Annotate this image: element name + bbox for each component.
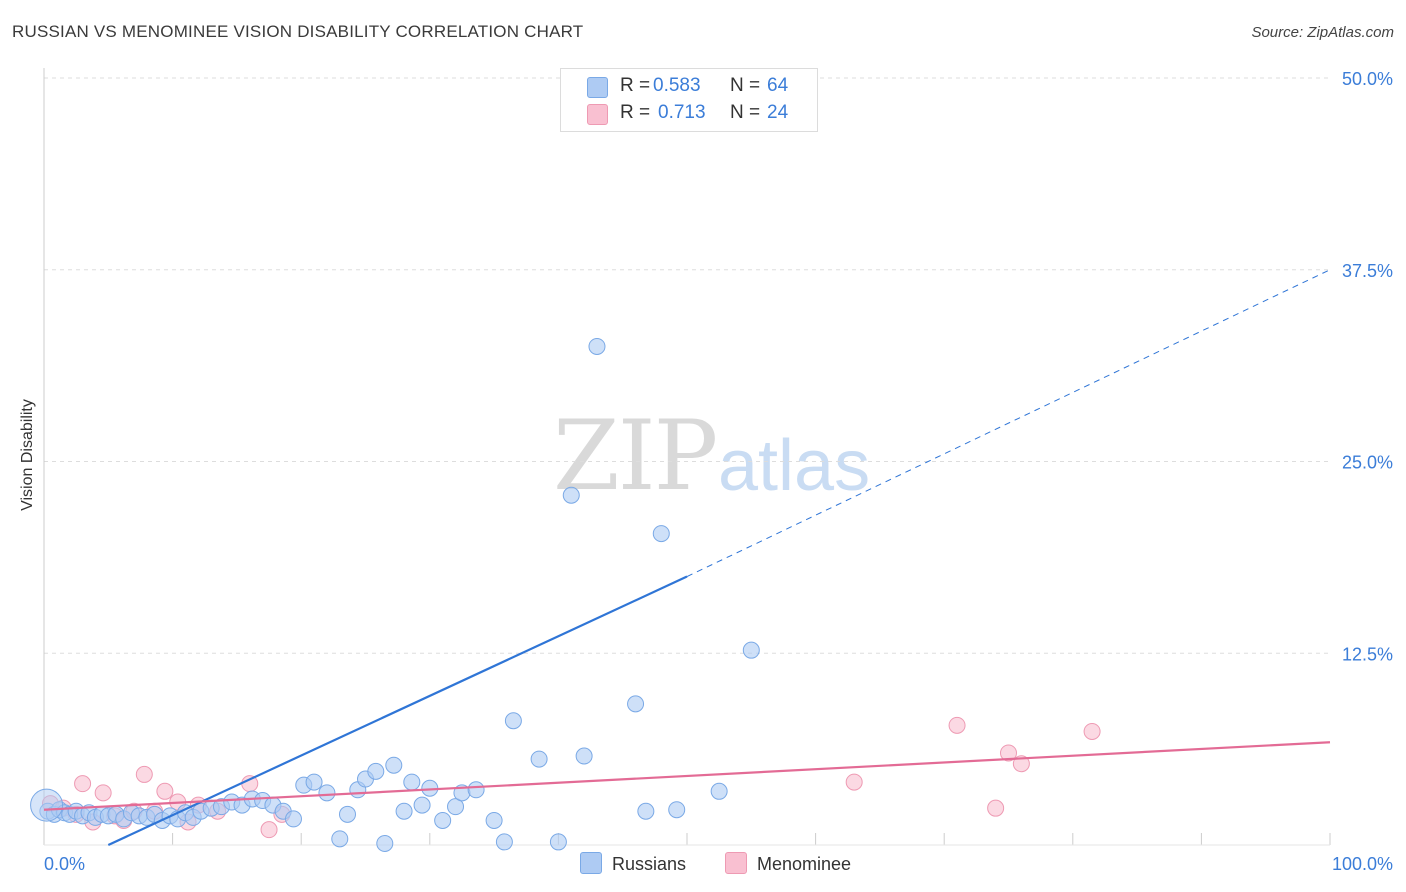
menominee-point bbox=[1083, 722, 1101, 740]
legend-swatch-russians bbox=[587, 77, 608, 98]
bottom-legend-menominee: Menominee bbox=[725, 852, 851, 875]
menominee-point bbox=[74, 775, 92, 793]
watermark-atlas: atlas bbox=[718, 426, 871, 506]
legend: R = 0.583 N = 64 R = 0.713 N = 24 bbox=[560, 68, 818, 132]
y-tick-label: 25.0% bbox=[1342, 453, 1393, 473]
russians-point bbox=[338, 805, 356, 823]
russians-point bbox=[710, 782, 728, 800]
menominee-point bbox=[241, 775, 259, 793]
legend-n-value: 24 bbox=[767, 102, 789, 123]
russians-point bbox=[627, 695, 645, 713]
source-label: Source: ZipAtlas.com bbox=[1251, 24, 1394, 41]
menominee-point bbox=[1000, 744, 1017, 762]
russians-point bbox=[588, 337, 606, 355]
russians-point bbox=[637, 802, 655, 820]
menominee-point bbox=[260, 821, 278, 839]
russians-point bbox=[305, 773, 323, 791]
russians-point bbox=[284, 810, 302, 828]
y-tick-label: 12.5% bbox=[1342, 644, 1393, 664]
russians-cluster-point bbox=[30, 788, 64, 822]
russians-point bbox=[385, 756, 403, 774]
bottom-legend-label-menominee: Menominee bbox=[757, 854, 852, 874]
menominee-point bbox=[156, 782, 174, 800]
menominee-point bbox=[94, 784, 112, 802]
russians-point bbox=[434, 811, 452, 829]
russians-point bbox=[575, 747, 593, 765]
russians-point bbox=[447, 798, 465, 816]
russians-point bbox=[395, 802, 413, 820]
y-tick-label: 37.5% bbox=[1342, 261, 1393, 281]
menominee-point bbox=[987, 799, 1005, 817]
bottom-legend-russians: Russians bbox=[580, 852, 686, 875]
x-tick-label-min: 0.0% bbox=[44, 854, 85, 874]
menominee-point bbox=[845, 773, 863, 791]
menominee-point bbox=[135, 765, 153, 783]
russians-point bbox=[495, 833, 513, 851]
russians-point bbox=[485, 811, 503, 829]
russians-point bbox=[367, 762, 385, 780]
russians-point bbox=[562, 486, 580, 504]
menominee-trend-line bbox=[43, 741, 1331, 811]
legend-r-label: R = bbox=[620, 102, 651, 123]
russians-point bbox=[331, 830, 349, 848]
y-tick-label: 50.0% bbox=[1342, 69, 1393, 89]
legend-r-value: 0.713 bbox=[658, 102, 706, 123]
russians-point bbox=[403, 773, 421, 791]
legend-r-value: 0.583 bbox=[653, 75, 701, 96]
russians-point bbox=[668, 801, 686, 819]
legend-r-label: R = bbox=[620, 75, 651, 96]
russians-point bbox=[549, 833, 567, 851]
legend-n-value: 64 bbox=[767, 75, 789, 96]
russians-point bbox=[318, 784, 336, 802]
russians-point bbox=[413, 796, 431, 814]
legend-n-label: N = bbox=[730, 75, 761, 96]
russians-point bbox=[467, 781, 485, 799]
russians-point bbox=[742, 641, 760, 659]
bottom-legend-swatch-menominee bbox=[725, 852, 747, 874]
watermark-zip: ZIP bbox=[553, 400, 718, 512]
russians-point bbox=[652, 525, 670, 543]
legend-n-label: N = bbox=[730, 102, 761, 123]
russians-point bbox=[530, 750, 548, 768]
chart-title: RUSSIAN VS MENOMINEE VISION DISABILITY C… bbox=[12, 22, 584, 41]
menominee-point bbox=[948, 716, 966, 734]
bottom-legend-swatch-russians bbox=[580, 852, 602, 874]
legend-swatch-menominee bbox=[587, 104, 608, 125]
x-tick-label-max: 100.0% bbox=[1332, 854, 1393, 874]
russians-point bbox=[376, 834, 394, 852]
russians-trend-extension bbox=[686, 269, 1331, 578]
russians-point bbox=[504, 712, 522, 730]
russians-trend-line bbox=[107, 575, 688, 846]
bottom-legend-label-russians: Russians bbox=[612, 854, 687, 874]
